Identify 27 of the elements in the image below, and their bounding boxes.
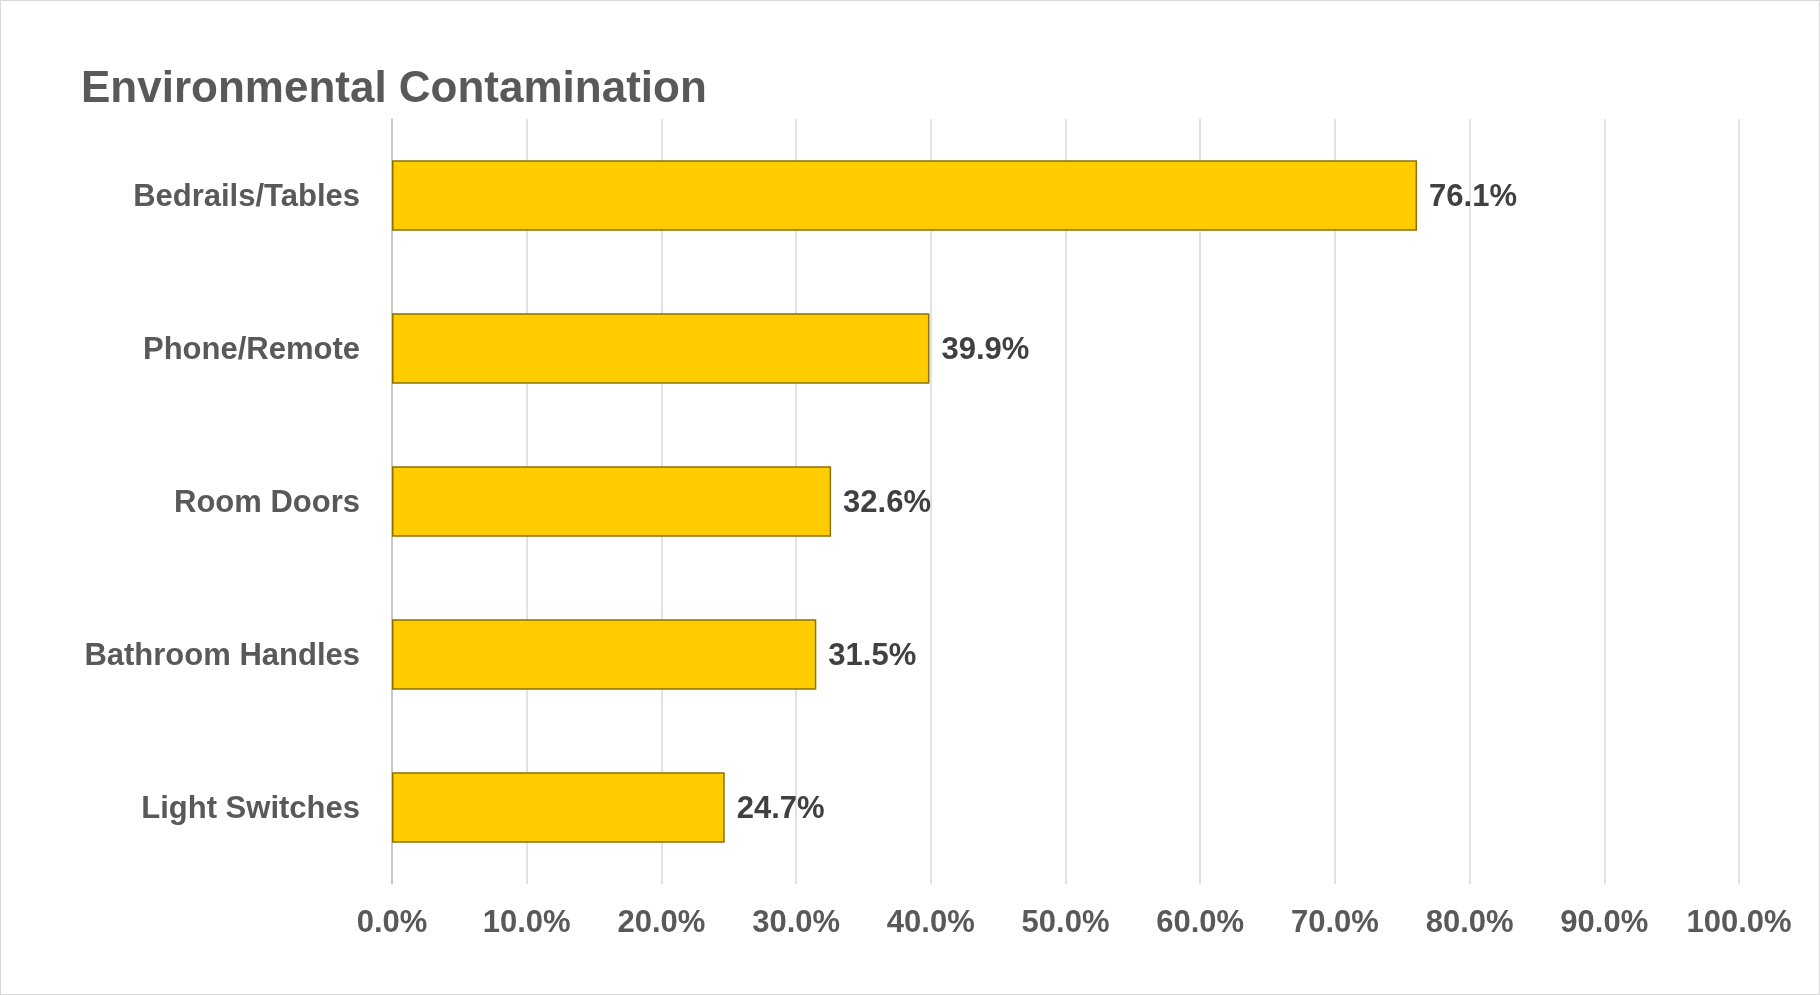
x-tick-label: 20.0%	[617, 904, 706, 939]
bar	[392, 160, 1418, 231]
bar	[392, 772, 725, 843]
y-tick-label: Bathroom Handles	[84, 637, 360, 672]
bar	[392, 313, 930, 384]
data-label: 32.6%	[843, 484, 932, 519]
bar	[392, 619, 817, 690]
x-tick-label: 80.0%	[1425, 904, 1514, 939]
data-label: 31.5%	[828, 637, 917, 672]
y-tick-label: Bedrails/Tables	[133, 178, 360, 213]
bar	[392, 466, 832, 537]
x-tick-label: 100.0%	[1686, 904, 1792, 939]
data-label: 39.9%	[941, 331, 1030, 366]
x-tick-label: 50.0%	[1021, 904, 1110, 939]
x-tick-label: 40.0%	[886, 904, 975, 939]
chart-title: Environmental Contamination	[81, 61, 707, 111]
x-tick-label: 30.0%	[752, 904, 841, 939]
x-tick-label: 0.0%	[356, 904, 428, 939]
y-tick-label: Room Doors	[174, 484, 360, 519]
x-tick-label: 10.0%	[482, 904, 571, 939]
data-label: 24.7%	[736, 790, 825, 825]
y-tick-label: Phone/Remote	[142, 331, 360, 366]
x-tick-label: 70.0%	[1290, 904, 1379, 939]
data-label: 76.1%	[1429, 178, 1517, 213]
x-tick-label: 60.0%	[1156, 904, 1245, 939]
x-tick-label: 90.0%	[1560, 904, 1649, 939]
y-tick-label: Light Switches	[141, 790, 360, 825]
